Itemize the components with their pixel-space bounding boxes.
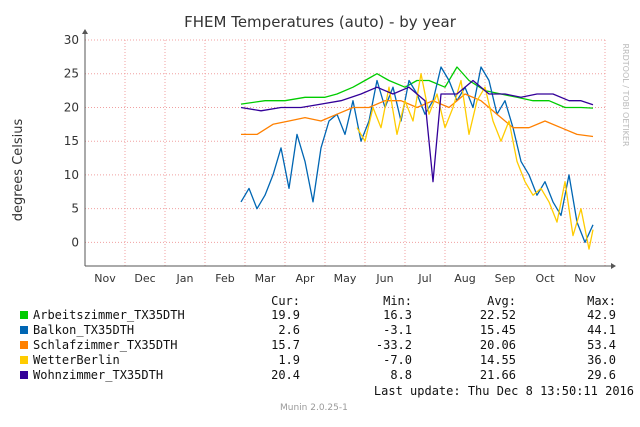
x-tick-label: Dec xyxy=(134,272,155,285)
y-tick-label: 10 xyxy=(64,168,79,182)
header-cur: Cur: xyxy=(271,294,300,308)
legend-swatch xyxy=(20,326,28,334)
legend-max-value: 44.1 xyxy=(587,323,616,337)
y-axis-arrow xyxy=(82,29,88,34)
y-tick-label: 5 xyxy=(71,202,79,216)
x-tick-label: Nov xyxy=(94,272,116,285)
legend-swatch xyxy=(20,341,28,349)
y-tick-label: 25 xyxy=(64,67,79,81)
x-tick-label: Nov xyxy=(574,272,596,285)
series-line-schlafzimmer_tx35dth xyxy=(241,93,594,138)
header-max: Max: xyxy=(587,294,616,308)
legend-min-value: 8.8 xyxy=(390,368,412,382)
legend-swatch xyxy=(20,311,28,319)
legend-max-value: 42.9 xyxy=(587,308,616,322)
legend-series-name: Arbeitszimmer_TX35DTH xyxy=(33,308,185,322)
legend-cur-value: 2.6 xyxy=(278,323,300,337)
legend-series-name: Wohnzimmer_TX35DTH xyxy=(33,368,164,382)
x-tick-label: Apr xyxy=(295,272,315,285)
x-tick-label: Feb xyxy=(215,272,234,285)
x-tick-label: Jun xyxy=(375,272,393,285)
legend-max-value: 29.6 xyxy=(587,368,616,382)
legend-header-row: Cur: Min: Avg: Max: xyxy=(20,294,638,309)
legend-cur-value: 20.4 xyxy=(271,368,300,382)
x-axis-arrow xyxy=(611,263,616,269)
last-update: Last update: Thu Dec 8 13:50:11 2016 xyxy=(373,384,634,398)
y-tick-label: 30 xyxy=(64,33,79,47)
munin-version: Munin 2.0.25-1 xyxy=(280,403,348,413)
legend-series-name: WetterBerlin xyxy=(33,353,120,367)
chart-title: FHEM Temperatures (auto) - by year xyxy=(184,13,457,31)
legend-swatch xyxy=(20,356,28,364)
legend-series-name: Schlafzimmer_TX35DTH xyxy=(33,338,178,352)
legend-max-value: 53.4 xyxy=(587,338,616,352)
legend-row: Balkon_TX35DTH 2.6 -3.1 15.45 44.1 xyxy=(20,323,638,338)
legend-row: Arbeitszimmer_TX35DTH 19.9 16.3 22.52 42.9 xyxy=(20,308,638,323)
legend-cur-value: 15.7 xyxy=(271,338,300,352)
temperature-chart: FHEM Temperatures (auto) - by year degre… xyxy=(11,13,630,285)
y-tick-label: 20 xyxy=(64,100,79,114)
y-tick-label: 15 xyxy=(64,134,79,148)
legend-min-value: -7.0 xyxy=(383,353,412,367)
x-tick-label: Jan xyxy=(176,272,194,285)
legend-max-value: 36.0 xyxy=(587,353,616,367)
legend-min-value: -3.1 xyxy=(383,323,412,337)
legend-cur-value: 1.9 xyxy=(278,353,300,367)
header-min: Min: xyxy=(383,294,412,308)
legend-series-name: Balkon_TX35DTH xyxy=(33,323,135,337)
legend-min-value: -33.2 xyxy=(375,338,412,352)
rrdtool-watermark: RRDTOOL / TOBI OETIKER xyxy=(621,43,630,146)
x-tick-label: May xyxy=(334,272,357,285)
header-avg: Avg: xyxy=(487,294,516,308)
legend-avg-value: 21.66 xyxy=(479,368,516,382)
legend-row: WetterBerlin 1.9 -7.0 14.55 36.0 xyxy=(20,353,638,368)
legend-swatch xyxy=(20,371,28,379)
y-axis-label: degrees Celsius xyxy=(11,119,26,222)
x-tick-label: Mar xyxy=(255,272,276,285)
y-tick-label: 0 xyxy=(71,235,79,249)
x-tick-label: Jul xyxy=(417,272,431,285)
legend-avg-value: 14.55 xyxy=(479,353,516,367)
legend-avg-value: 15.45 xyxy=(479,323,516,337)
legend-min-value: 16.3 xyxy=(383,308,412,322)
series-line-wohnzimmer_tx35dth xyxy=(240,79,594,183)
legend-avg-value: 22.52 xyxy=(479,308,516,322)
x-tick-label: Oct xyxy=(535,272,555,285)
legend-row: Schlafzimmer_TX35DTH 15.7 -33.2 20.06 53.4 xyxy=(20,338,638,353)
series-line-wetterberlin xyxy=(356,73,594,250)
legend-cur-value: 19.9 xyxy=(271,308,300,322)
legend-avg-value: 20.06 xyxy=(479,338,516,352)
legend-row: Wohnzimmer_TX35DTH 20.4 8.8 21.66 29.6 xyxy=(20,368,638,383)
x-tick-label: Aug xyxy=(454,272,475,285)
x-tick-label: Sep xyxy=(495,272,516,285)
plot-area xyxy=(85,40,605,266)
